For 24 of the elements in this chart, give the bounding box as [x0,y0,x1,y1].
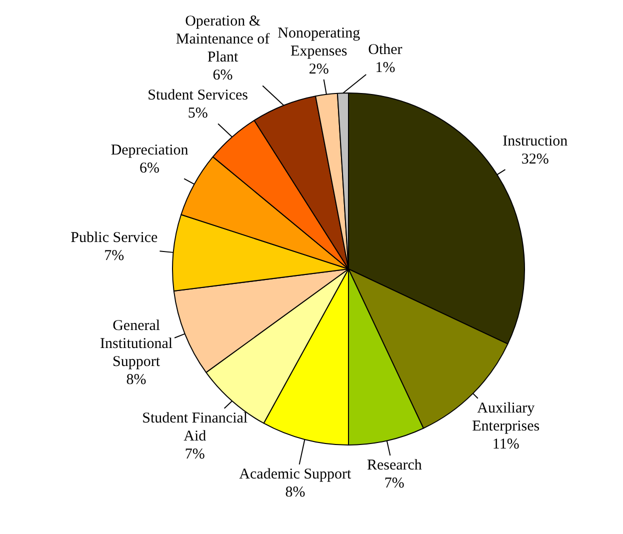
slice-label: Academic Support [239,466,352,482]
data-label: 1% [375,60,396,76]
slice-label: Public Service [70,230,158,246]
slice-label: Operation & Maintenance of Plant [176,14,270,66]
data-label: 2% [308,61,329,78]
slice-label: Research [366,457,422,474]
slice-label: Other [368,42,402,58]
slice-label: General Institutional Support [100,318,173,370]
data-label: 7% [184,446,205,462]
slice-label: Student Services [148,88,248,104]
slice-label: Depreciation [110,142,189,159]
data-label: 32% [521,151,549,168]
slice-label: Auxiliary Enterprises [472,400,540,434]
data-label: 6% [212,68,233,84]
data-label: 7% [384,475,404,492]
data-label: 8% [126,372,146,388]
data-label: 6% [140,160,160,177]
data-label: 7% [104,248,124,264]
slice-label: Student Financial Aid [142,410,248,444]
data-label: 8% [285,484,306,500]
slice-label: Instruction [502,133,568,150]
slice-label: Nonoperating Expenses [278,25,361,60]
data-label: 5% [188,106,208,122]
data-label: 11% [492,436,520,452]
